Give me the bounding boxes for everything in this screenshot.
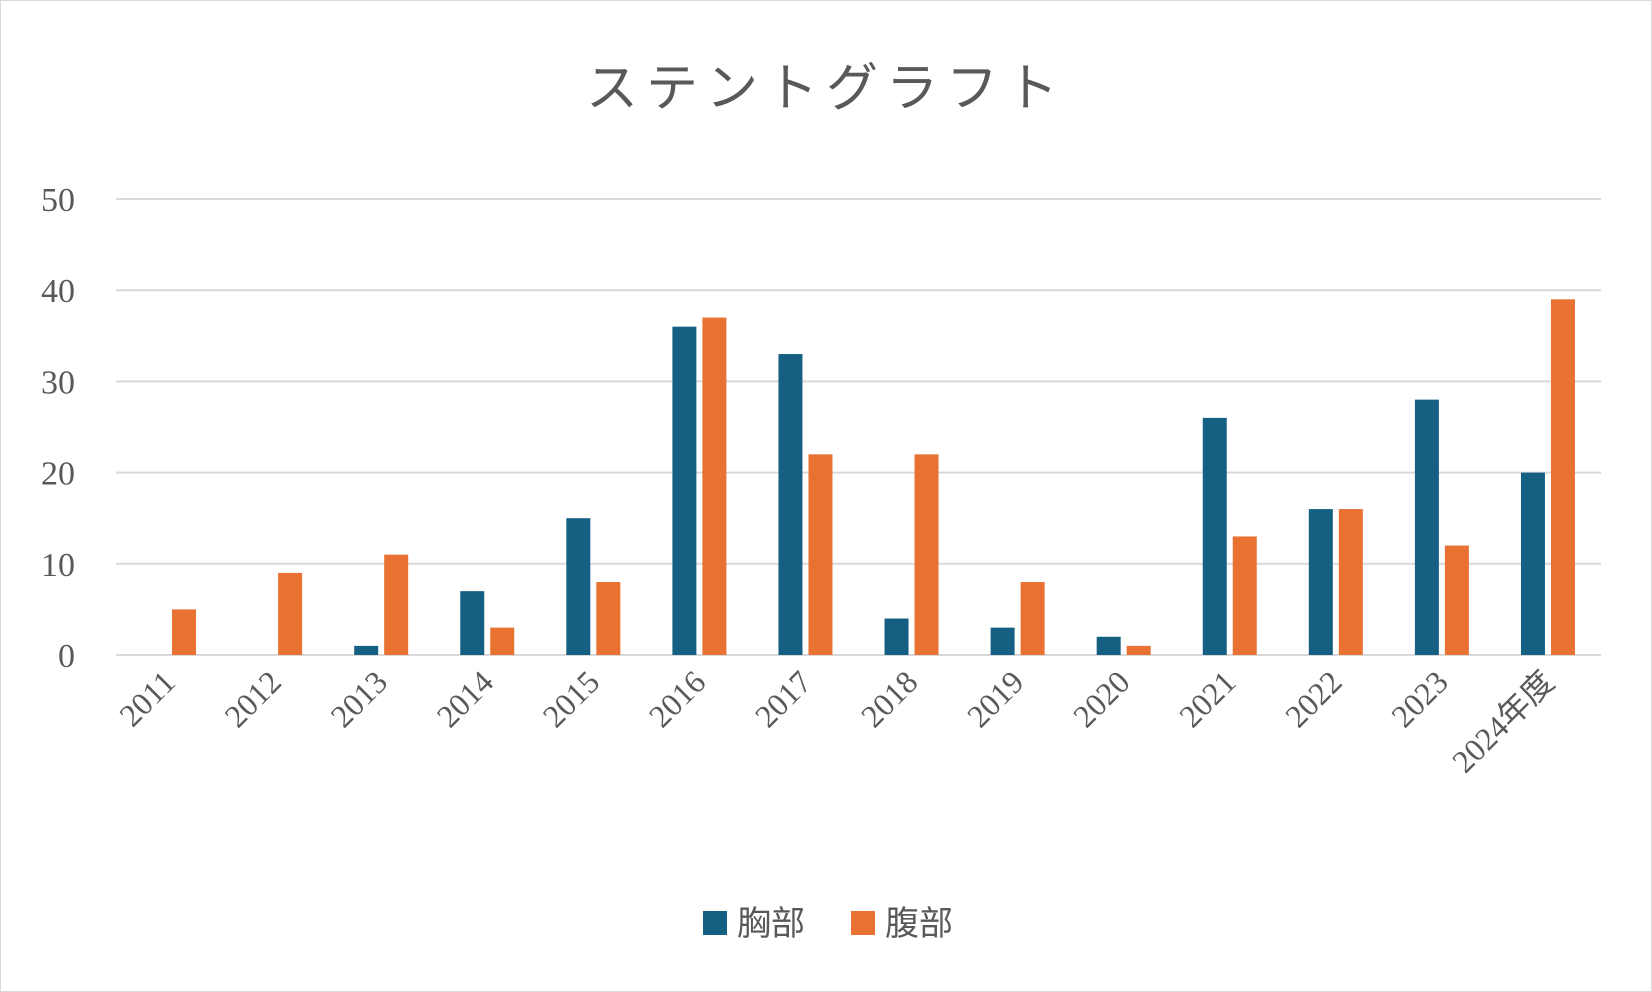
bar-胸部-2019 <box>990 627 1015 655</box>
x-tick-label: 2014 <box>429 663 500 734</box>
legend-swatch-0 <box>703 911 727 935</box>
x-tick-label: 2017 <box>748 663 819 734</box>
x-tick-label: 2022 <box>1278 663 1349 734</box>
bar-腹部-2011 <box>172 609 197 655</box>
x-tick-label: 2024年度 <box>1445 663 1561 779</box>
bar-腹部-2024年度 <box>1550 299 1575 655</box>
bar-腹部-2017 <box>808 454 833 655</box>
bars <box>172 299 1575 655</box>
y-tick-label: 20 <box>41 456 75 493</box>
y-tick-label: 30 <box>41 364 75 401</box>
chart-title: ステントグラフト <box>586 59 1066 119</box>
bar-腹部-2015 <box>596 582 621 655</box>
y-tick-label: 0 <box>58 638 75 675</box>
bar-胸部-2015 <box>566 518 591 655</box>
y-tick-label: 10 <box>41 547 75 584</box>
bar-腹部-2020 <box>1126 645 1151 655</box>
bar-腹部-2012 <box>278 572 303 655</box>
y-axis-ticks: 0 10 20 30 40 50 <box>41 182 75 675</box>
x-tick-label: 2023 <box>1384 663 1455 734</box>
bar-胸部-2018 <box>884 618 909 655</box>
y-tick-label: 50 <box>41 182 75 219</box>
legend: 胸部 腹部 <box>703 904 953 944</box>
bar-胸部-2021 <box>1202 417 1227 655</box>
bar-腹部-2019 <box>1020 582 1045 655</box>
bar-胸部-2022 <box>1308 509 1333 655</box>
x-tick-label: 2011 <box>112 663 182 733</box>
bar-腹部-2023 <box>1444 545 1469 655</box>
bar-胸部-2013 <box>354 645 379 655</box>
bar-胸部-2020 <box>1096 636 1121 655</box>
bar-腹部-2013 <box>384 554 409 655</box>
x-tick-label: 2012 <box>217 663 288 734</box>
x-tick-label: 2015 <box>536 663 607 734</box>
bar-胸部-2024年度 <box>1520 472 1545 655</box>
x-tick-label: 2013 <box>323 663 394 734</box>
legend-swatch-1 <box>851 911 875 935</box>
bar-胸部-2014 <box>460 591 485 655</box>
bar-胸部-2017 <box>778 354 803 655</box>
x-tick-label: 2021 <box>1172 663 1243 734</box>
bar-胸部-2016 <box>672 326 697 655</box>
x-tick-label: 2018 <box>854 663 925 734</box>
x-tick-label: 2020 <box>1066 663 1137 734</box>
legend-label-0: 胸部 <box>737 904 805 944</box>
bar-腹部-2018 <box>914 454 939 655</box>
bar-腹部-2016 <box>702 317 727 655</box>
y-tick-label: 40 <box>41 273 75 310</box>
legend-label-1: 腹部 <box>885 904 953 944</box>
bar-腹部-2022 <box>1338 509 1363 655</box>
bar-胸部-2023 <box>1414 399 1439 655</box>
gridlines <box>116 198 1601 656</box>
bar-腹部-2021 <box>1232 536 1257 655</box>
x-axis-ticks: 2011 2012 2013 2014 2015 2016 2017 2018 2019 2020… <box>112 663 1561 779</box>
bar-腹部-2014 <box>490 627 515 655</box>
x-tick-label: 2019 <box>960 663 1031 734</box>
x-tick-label: 2016 <box>642 663 713 734</box>
